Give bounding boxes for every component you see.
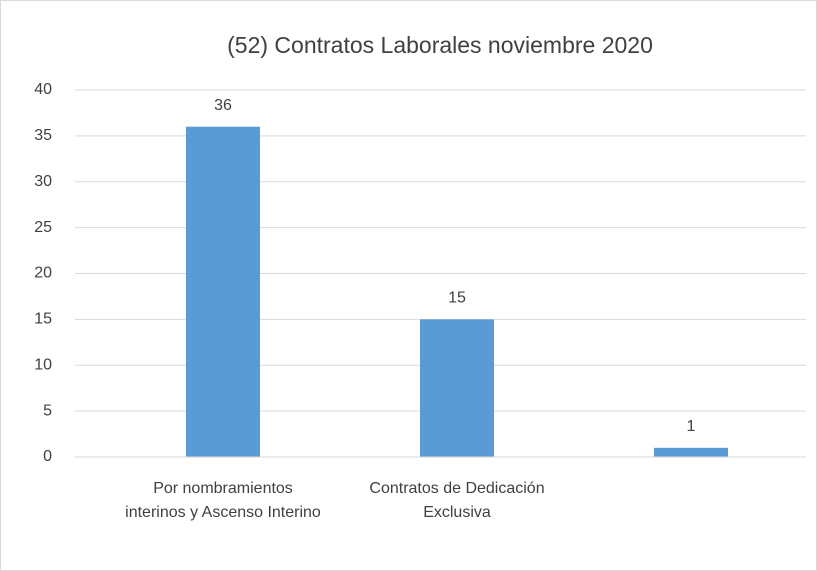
y-tick-label: 40: [34, 81, 52, 98]
y-tick-label: 35: [34, 127, 52, 144]
bar: [186, 126, 260, 457]
x-tick-label: Contratos de Dedicación Exclusiva: [369, 480, 544, 521]
chart-title: (52) Contratos Laborales noviembre 2020: [227, 32, 653, 58]
y-tick-label: 0: [43, 448, 52, 465]
x-tick-label: Por nombramientos interinos y Ascenso Int…: [125, 480, 321, 521]
y-tick-label: 10: [34, 356, 52, 373]
y-tick-label: 5: [43, 402, 52, 419]
data-label: 15: [448, 290, 466, 307]
data-label: 1: [687, 418, 696, 435]
bar: [420, 319, 494, 457]
y-tick-label: 15: [34, 311, 52, 328]
bar: [654, 447, 728, 457]
data-label: 36: [214, 97, 232, 114]
y-tick-label: 20: [34, 265, 52, 282]
y-tick-label: 25: [34, 219, 52, 236]
y-tick-label: 30: [34, 173, 52, 190]
